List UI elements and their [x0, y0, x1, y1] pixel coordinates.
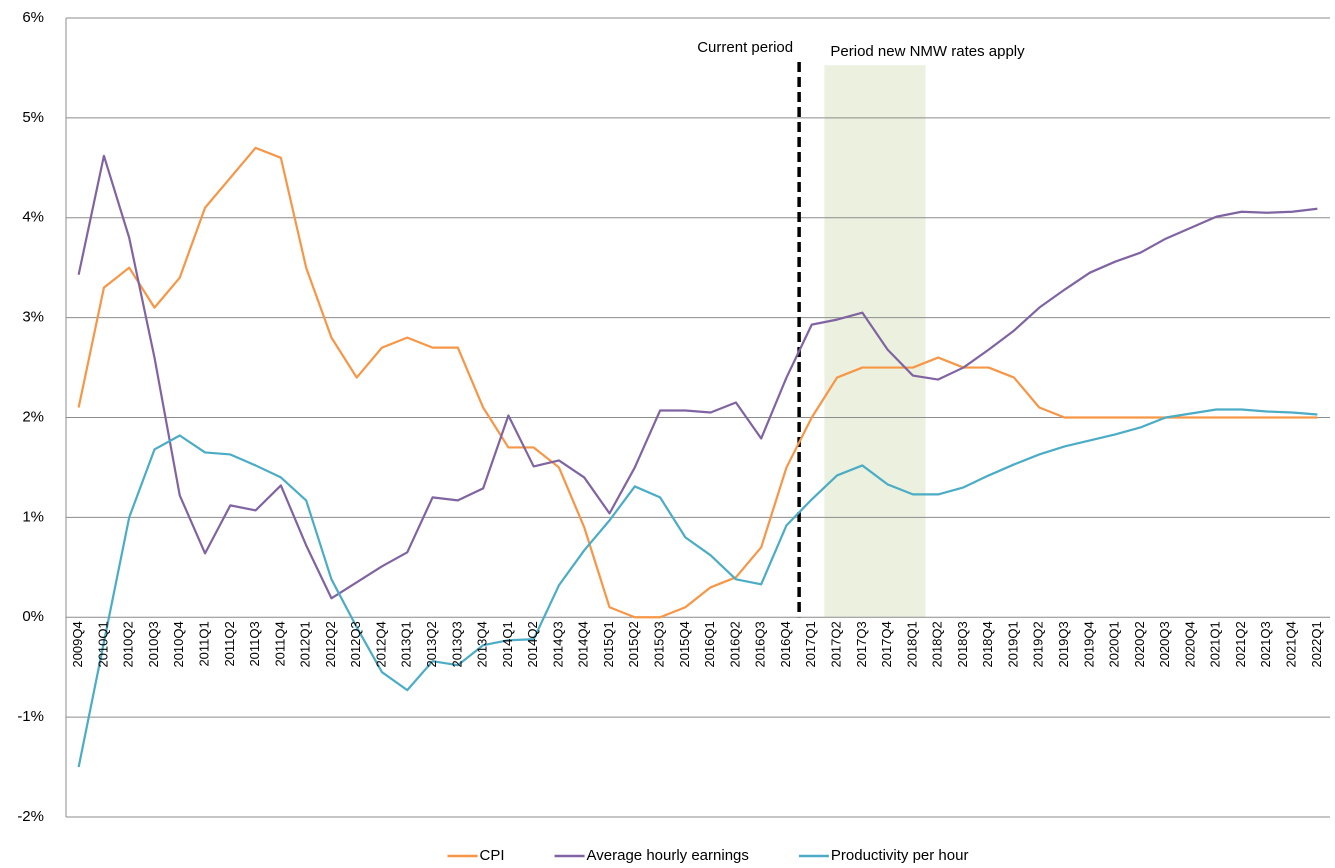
x-tick-label: 2012Q1 — [298, 621, 313, 667]
legend-label: CPI — [480, 847, 505, 864]
x-tick-label: 2010Q1 — [95, 621, 110, 667]
x-tick-label: 2009Q4 — [70, 621, 85, 667]
y-tick-label: 4% — [22, 209, 44, 226]
line-layer — [77, 62, 1318, 768]
x-tick-label: 2021Q3 — [1258, 621, 1273, 667]
x-tick-label: 2020Q3 — [1157, 621, 1172, 667]
x-tick-label: 2014Q2 — [525, 621, 540, 667]
x-tick-label: 2018Q1 — [904, 621, 919, 667]
x-tick-label: 2018Q4 — [980, 621, 995, 667]
y-tick-label: 0% — [22, 608, 44, 625]
y-tick-label: 1% — [22, 508, 44, 525]
x-tick-label: 2021Q1 — [1208, 621, 1223, 667]
y-tick-label: 2% — [22, 408, 44, 425]
x-tick-label: 2017Q1 — [803, 621, 818, 667]
x-tick-label: 2014Q1 — [500, 621, 515, 667]
x-tick-label: 2011Q4 — [272, 621, 287, 666]
y-tick-label: -1% — [17, 708, 44, 725]
x-tick-label: 2021Q4 — [1284, 621, 1299, 667]
x-tick-label: 2019Q3 — [1056, 621, 1071, 667]
x-tick-label: 2016Q2 — [727, 621, 742, 667]
x-tick-label: 2010Q3 — [146, 621, 161, 667]
x-tick-label: 2016Q1 — [702, 621, 717, 667]
legend: CPI Average hourly earnings Productivity p… — [447, 847, 969, 864]
x-tick-label: 2019Q4 — [1081, 621, 1096, 667]
x-tick-label: 2012Q4 — [373, 621, 388, 667]
text-layer: Period new NMW rates apply -2% -1% 0% 1% 2% 3%… — [17, 9, 1323, 864]
y-tick-label: 5% — [22, 109, 44, 126]
x-tick-label: 2021Q2 — [1233, 621, 1248, 667]
series-line — [77, 408, 1318, 768]
x-tick-label: 2018Q2 — [930, 621, 945, 667]
series-line — [77, 154, 1318, 600]
x-tick-label: 2019Q1 — [1005, 621, 1020, 667]
shaded-period-label: Period new NMW rates apply — [830, 43, 1025, 60]
x-tick-label: 2020Q1 — [1107, 621, 1122, 667]
legend-label: Average hourly earnings — [587, 847, 749, 864]
shade-layer — [824, 65, 926, 618]
x-tick-label: 2011Q3 — [247, 621, 262, 666]
legend-item: CPI — [447, 847, 505, 864]
x-tick-label: 2012Q3 — [348, 621, 363, 667]
x-tick-label: 2019Q2 — [1031, 621, 1046, 667]
x-tick-label: 2017Q3 — [854, 621, 869, 667]
x-tick-label: 2015Q4 — [677, 621, 692, 667]
x-tick-label: 2011Q2 — [222, 621, 237, 666]
x-tick-label: 2013Q4 — [475, 621, 490, 667]
grid-layer — [65, 17, 1330, 818]
x-tick-label: 2020Q2 — [1132, 621, 1147, 667]
x-tick-label: 2014Q4 — [576, 621, 591, 667]
x-tick-label: 2017Q2 — [828, 621, 843, 667]
x-tick-label: 2022Q1 — [1309, 621, 1324, 667]
x-tick-label: 2013Q1 — [399, 621, 414, 667]
x-tick-label: 2017Q4 — [879, 621, 894, 667]
x-tick-label: 2014Q3 — [550, 621, 565, 667]
y-tick-label: 6% — [22, 9, 44, 26]
x-tick-label: 2011Q1 — [196, 621, 211, 666]
legend-item: Productivity per hour — [798, 847, 969, 864]
series-line — [77, 146, 1318, 619]
x-tick-label: 2015Q2 — [626, 621, 641, 667]
x-tick-label: 2013Q3 — [449, 621, 464, 667]
shaded-period — [824, 65, 926, 618]
legend-label: Productivity per hour — [831, 847, 969, 864]
x-tick-label: 2013Q2 — [424, 621, 439, 667]
y-tick-label: -2% — [17, 808, 44, 825]
x-tick-label: 2010Q4 — [171, 621, 186, 667]
x-tick-label: 2015Q3 — [652, 621, 667, 667]
x-tick-label: 2012Q2 — [323, 621, 338, 667]
x-tick-label: 2018Q3 — [955, 621, 970, 667]
x-tick-label: 2010Q2 — [121, 621, 136, 667]
x-tick-label: 2015Q1 — [601, 621, 616, 667]
x-tick-label: 2016Q4 — [778, 621, 793, 667]
legend-item: Average hourly earnings — [554, 847, 749, 864]
x-tick-label: 2016Q3 — [753, 621, 768, 667]
x-tick-label: 2020Q4 — [1182, 621, 1197, 667]
current-period-label: Current period — [697, 39, 793, 56]
y-tick-label: 3% — [22, 309, 44, 326]
